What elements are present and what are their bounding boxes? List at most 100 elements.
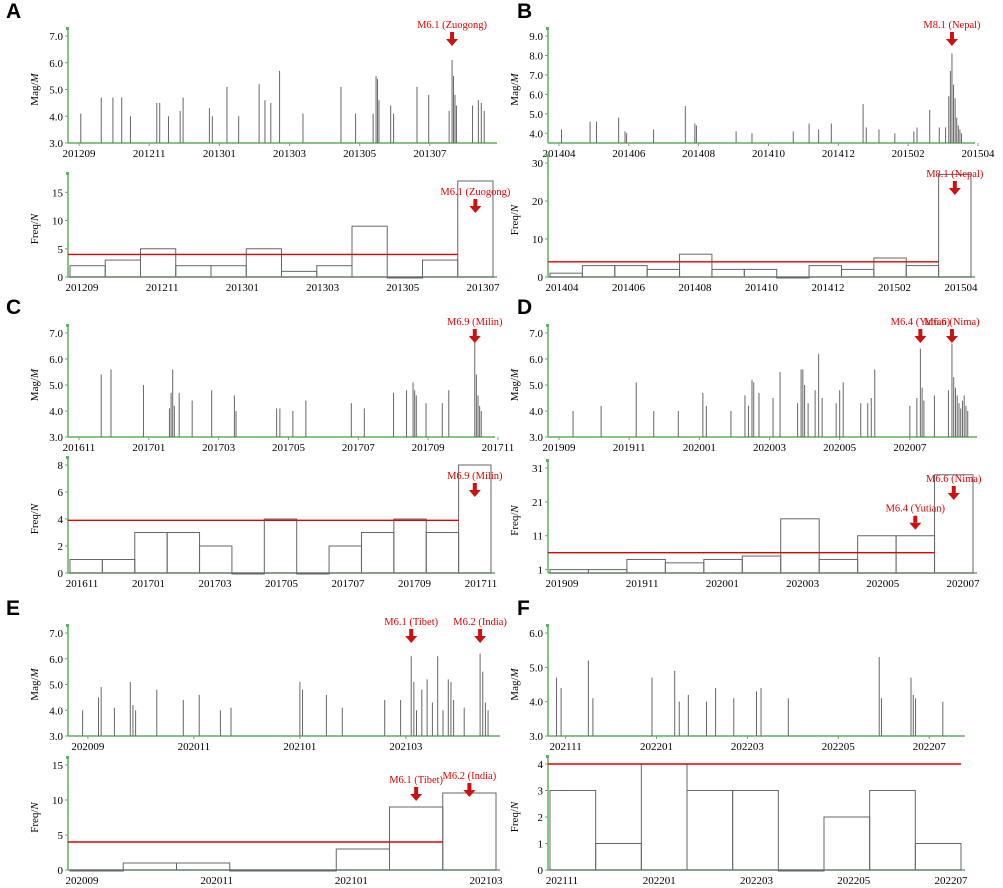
y-tick-label: 0	[538, 272, 544, 284]
arrow-shaft	[472, 483, 477, 490]
arrow-head	[948, 188, 961, 195]
histogram-bar	[780, 518, 820, 574]
x-tick-label: 201711	[465, 578, 498, 590]
y-tick-label: 0	[58, 568, 64, 580]
histogram-bar	[869, 790, 916, 871]
y-axis-label: Mag/M	[509, 72, 521, 105]
arrow-head	[469, 206, 482, 213]
panel-label-b: B	[517, 0, 533, 23]
panel-label-d: D	[517, 296, 533, 319]
y-tick-label: 5.0	[49, 380, 63, 392]
arrow-shaft	[473, 199, 478, 206]
annotation-label: M6.4 (Yutian)	[886, 504, 946, 515]
x-tick-label: 202111	[546, 875, 578, 887]
x-tick-label: 201307	[467, 282, 501, 294]
y-tick-label: 6.0	[49, 654, 63, 666]
panel-f-stem-chart: Mag/M 3.0 4.0 5.0 6.0 202111 202201 202203 20220…	[509, 624, 965, 753]
histogram-bar	[140, 248, 177, 278]
panel-label-f: F	[517, 597, 530, 620]
arrow-shaft	[951, 486, 956, 493]
x-tick-label: 202103	[470, 875, 504, 887]
y-tick-label: 3.0	[529, 432, 543, 444]
x-tick-label: 202205	[837, 875, 871, 887]
x-tick-label: 201305	[386, 282, 420, 294]
y-tick-label: 6.0	[529, 89, 543, 101]
histogram-bar	[166, 532, 201, 574]
panel-label-a: A	[6, 0, 22, 23]
axis-cap	[546, 324, 549, 327]
y-tick-label: 4.0	[49, 111, 63, 123]
annotation-label: M6.4 (Yutian)	[891, 317, 951, 328]
x-tick-label: 202009	[71, 741, 105, 753]
annotation-label: M6.9 (Milin)	[447, 471, 503, 482]
histogram-bar	[389, 806, 444, 871]
annotation-label: M6.9 (Milin)	[447, 317, 503, 328]
histogram-bar	[69, 559, 103, 574]
histogram-bar	[393, 518, 427, 574]
histogram-bar	[245, 248, 282, 278]
arrow-shaft	[450, 32, 455, 39]
y-tick-label: 0	[538, 865, 544, 877]
y-tick-label: 5.0	[49, 85, 63, 97]
arrow-head	[446, 39, 459, 46]
y-tick-label: 4.0	[529, 128, 543, 140]
x-tick-label: 201305	[343, 148, 377, 160]
histogram-bar	[914, 843, 962, 871]
x-tick-label: 201711	[482, 442, 515, 454]
x-tick-label: 201705	[265, 578, 299, 590]
y-axis-label: Freq/N	[509, 204, 521, 235]
axis-cap	[66, 324, 69, 327]
y-tick-label: 7.0	[529, 328, 543, 340]
arrow-shaft	[913, 515, 918, 523]
annotation-label: M6.1 (Tibet)	[389, 775, 443, 786]
y-tick-label: 5	[58, 830, 64, 842]
arrow-head	[405, 636, 418, 643]
x-tick-label: 201611	[66, 578, 99, 590]
y-tick-label: 15	[52, 187, 64, 199]
axis-cap	[66, 456, 69, 459]
histogram-bar	[823, 816, 871, 871]
histogram-bar	[351, 225, 388, 278]
x-tick-label: 201404	[542, 148, 576, 160]
x-tick-label: 201502	[892, 148, 925, 160]
histogram-bar	[231, 572, 265, 575]
histogram-bar	[176, 862, 231, 871]
panel-c-stem-chart: Mag/M 3.0 4.0 5.0 6.0 7.0 201611 201701 201703 20…	[29, 317, 514, 454]
y-tick-label: 7.0	[49, 328, 63, 340]
y-tick-label: 10	[532, 234, 544, 246]
arrow-shaft	[949, 32, 954, 39]
x-tick-label: 201303	[273, 148, 307, 160]
panel-d-stem-chart: Mag/M 3.0 4.0 5.0 6.0 7.0 201909 201911 202001 20…	[509, 317, 980, 454]
histogram-bar	[69, 869, 124, 872]
panel-a-histogram-chart: Freq/N 0 5 10 15 201209 201211 201301 201303 2013…	[29, 172, 511, 294]
y-tick-label: 3	[538, 786, 544, 798]
annotation-label: M6.1 (Tibet)	[384, 617, 438, 628]
x-tick-label: 202103	[389, 741, 423, 753]
y-tick-label: 10	[52, 216, 64, 228]
y-axis-label: Mag/M	[29, 368, 41, 401]
y-axis-label: Freq/N	[29, 802, 41, 833]
x-tick-label: 202011	[178, 741, 211, 753]
y-tick-label: 5	[58, 244, 64, 256]
y-tick-label: 1	[538, 565, 544, 577]
histogram-bar	[210, 265, 247, 278]
x-tick-label: 201301	[226, 282, 259, 294]
y-tick-label: 3.0	[49, 432, 63, 444]
y-tick-label: 4.0	[529, 406, 543, 418]
histogram-bar	[442, 792, 497, 871]
histogram-bar	[335, 848, 390, 871]
histogram-bar	[857, 535, 897, 574]
annotation-label: M6.2 (India)	[453, 617, 507, 628]
y-tick-label: 11	[532, 531, 543, 543]
x-tick-label: 201707	[332, 578, 366, 590]
panel-b-histogram-chart: Freq/N 0 10 20 30 201404 201406 201408 201410 201…	[509, 154, 984, 294]
y-tick-label: 8	[58, 460, 64, 472]
histogram-bar	[743, 268, 778, 278]
x-tick-label: 201909	[546, 578, 580, 590]
x-tick-label: 202111	[550, 741, 582, 753]
arrow-head	[914, 336, 927, 343]
x-tick-label: 201911	[626, 578, 659, 590]
histogram-bar	[263, 518, 298, 574]
x-tick-label: 202207	[913, 741, 947, 753]
